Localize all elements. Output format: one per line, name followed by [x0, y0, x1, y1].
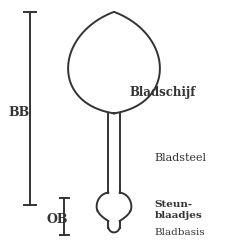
Text: Bladsteel: Bladsteel — [154, 153, 206, 163]
Text: Bladbasis: Bladbasis — [154, 228, 205, 237]
Text: BB: BB — [8, 106, 29, 119]
Text: Steun-
blaadjes: Steun- blaadjes — [154, 200, 202, 220]
Text: Bladschijf: Bladschijf — [129, 86, 195, 99]
Text: OB: OB — [46, 213, 68, 226]
